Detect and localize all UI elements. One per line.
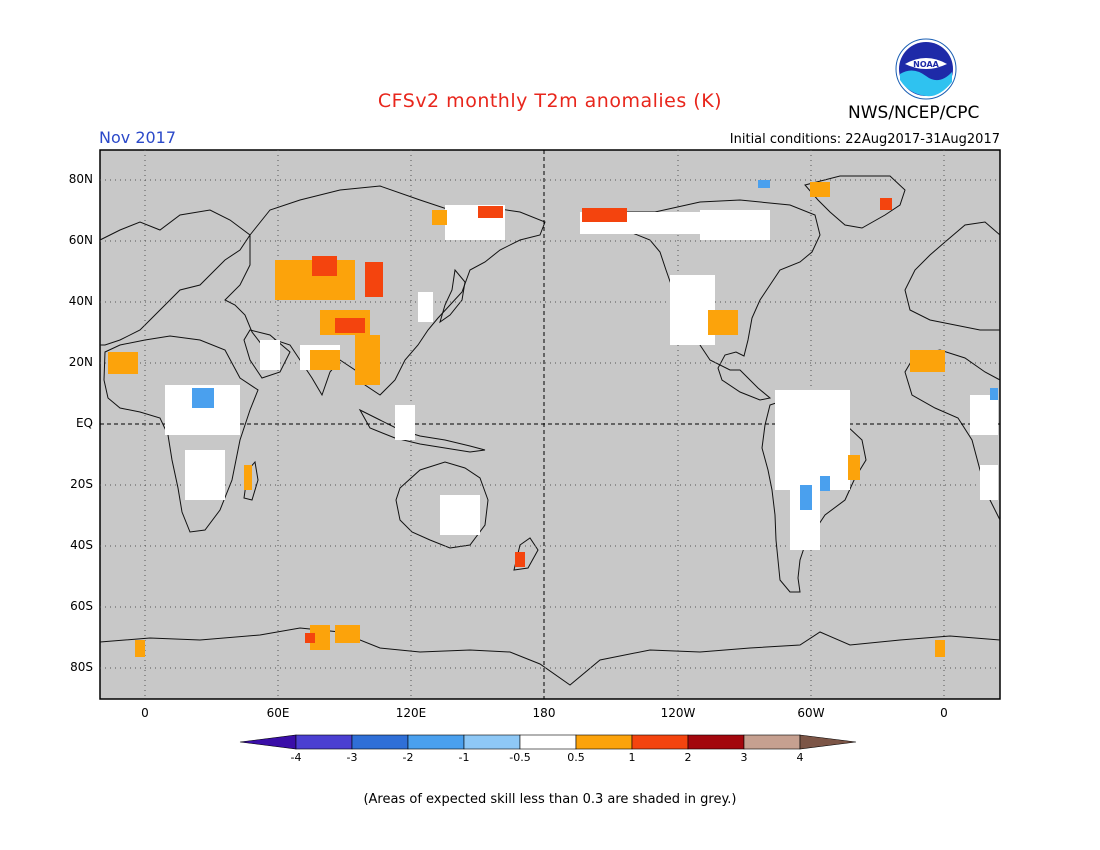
colorbar-tick: -3	[346, 751, 358, 764]
colorbar-tick: -2	[402, 751, 414, 764]
lat-label: 80S	[70, 660, 93, 674]
colorbar-segment	[351, 734, 409, 750]
colorbar-tick: -4	[290, 751, 302, 764]
lat-label: 60N	[68, 233, 93, 247]
positive-anomaly-areas	[108, 182, 945, 657]
colorbar-segment	[799, 734, 857, 750]
warm-anomaly-areas	[305, 198, 892, 643]
colorbar-segment	[407, 734, 465, 750]
north-america-coast	[583, 199, 821, 401]
colorbar	[239, 734, 857, 750]
noaa-logo-icon: NOAA	[895, 38, 957, 100]
lat-label: EQ	[75, 416, 93, 430]
skill-note: (Areas of expected skill less than 0.3 a…	[363, 792, 737, 807]
colorbar-segment	[631, 734, 689, 750]
colorbar-segment	[575, 734, 633, 750]
europe-left-coast	[99, 209, 251, 346]
madagascar-coast	[243, 460, 259, 501]
lat-label: 20N	[68, 355, 93, 369]
europe-right-coast	[904, 221, 1001, 331]
lat-label: 80N	[68, 172, 93, 186]
south-america-coast	[761, 394, 867, 593]
forecast-month: Nov 2017	[99, 128, 177, 147]
lon-label: 120W	[660, 706, 696, 720]
negative-anomaly-areas	[192, 180, 998, 510]
lon-label: 180	[532, 706, 556, 720]
greenland-coast	[804, 175, 906, 229]
antarctica-coast	[99, 627, 1001, 686]
anomaly-patches	[108, 180, 998, 657]
colorbar-tick: -1	[458, 751, 470, 764]
colorbar-segment	[519, 734, 577, 750]
map-title: CFSv2 monthly T2m anomalies (K)	[377, 90, 723, 112]
initial-conditions: Initial conditions: 22Aug2017-31Aug2017	[729, 132, 1000, 147]
lon-label: 0	[141, 706, 149, 720]
colorbar-segment	[743, 734, 801, 750]
colorbar-segment	[687, 734, 745, 750]
colorbar-tick: 0.5	[567, 751, 585, 764]
japan-coast	[439, 268, 466, 324]
lat-label: 20S	[70, 477, 93, 491]
agency-label: NWS/NCEP/CPC	[848, 103, 980, 123]
arabia-coast	[243, 329, 291, 379]
lon-label: 60E	[266, 706, 290, 720]
colorbar-tick: -0.5	[509, 751, 531, 764]
colorbar-segment	[295, 734, 353, 750]
lat-label: 40N	[68, 294, 93, 308]
colorbar-tick: 3	[740, 751, 748, 764]
colorbar-segment	[239, 734, 297, 750]
colorbar-tick: 1	[628, 751, 636, 764]
colorbar-tick: 2	[684, 751, 692, 764]
colorbar-segment	[463, 734, 521, 750]
colorbar-tick: 4	[796, 751, 804, 764]
lon-label: 120E	[395, 706, 427, 720]
lat-label: 40S	[70, 538, 93, 552]
lon-label: 60W	[797, 706, 825, 720]
lat-label: 60S	[70, 599, 93, 613]
svg-text:NOAA: NOAA	[913, 60, 939, 69]
lon-label: 0	[940, 706, 948, 720]
africa-coast	[103, 335, 259, 533]
